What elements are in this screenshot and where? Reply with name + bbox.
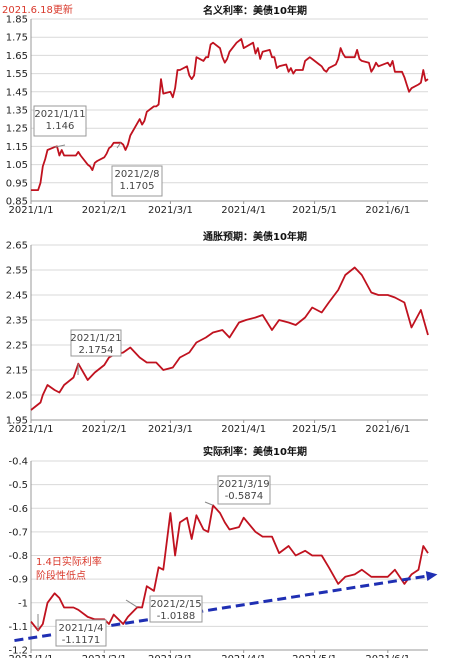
annotation-box [217, 475, 271, 505]
y-tick-label: 2.05 [6, 391, 28, 402]
y-tick-label: -0.6 [8, 504, 28, 515]
y-tick-label: -1.1 [8, 622, 28, 633]
x-tick-label: 2021/1/1 [9, 424, 54, 435]
x-tick-label: 2021/3/1 [148, 424, 193, 435]
annotation-value: 2.1754 [79, 345, 114, 356]
x-tick-label: 2021/3/1 [148, 654, 193, 658]
annotation-leader [204, 501, 214, 506]
x-tick-label: 2021/4/1 [221, 424, 266, 435]
x-tick-label: 2021/2/1 [82, 205, 127, 216]
y-tick-label: -1.2 [8, 646, 28, 657]
annotation-value: 1.146 [46, 121, 75, 132]
x-tick-label: 2021/5/1 [292, 205, 337, 216]
annotation-box [33, 105, 87, 137]
x-tick-label: 2021/6/1 [365, 654, 410, 658]
annotation-value: -0.5874 [225, 491, 264, 502]
nominal-rate-chart: 0.85 0.95 1.05 1.15 1.25 1.35 1.45 1.55 1.65 1.75… [6, 4, 429, 216]
annotation-leader [54, 144, 66, 148]
annotation-date: 2021/1/4 [59, 623, 104, 634]
update-note: 2021.6.18更新 [2, 3, 73, 16]
y-tick-label: -0.8 [8, 551, 28, 562]
annotation-leader [125, 599, 138, 608]
y-tick-label: -0.5 [8, 480, 28, 491]
series-line [30, 504, 429, 632]
series-line [30, 266, 429, 411]
annotation-date: 2021/1/11 [34, 109, 85, 120]
side-note-line: 1.4日实际利率 [36, 555, 102, 568]
annotation-date: 2021/2/8 [115, 169, 160, 180]
chart-title: 实际利率：美债10年期 [203, 445, 307, 458]
y-tick-label: 1.45 [6, 87, 28, 98]
annotation-value: 1.1705 [120, 181, 155, 192]
y-tick-label: -0.7 [8, 527, 28, 538]
y-tick-label: 2.45 [6, 291, 28, 302]
series-line [31, 38, 429, 192]
annotation-box [111, 165, 163, 197]
annotation-value: -1.0188 [157, 611, 196, 622]
y-tick-label: 1.55 [6, 69, 28, 80]
x-tick-label: 2021/2/1 [82, 654, 127, 658]
annotation-value: -1.1171 [62, 635, 101, 646]
y-tick-label: 2.55 [6, 266, 28, 277]
y-tick-label: -0.4 [8, 457, 28, 468]
x-tick-label: 2021/6/1 [365, 424, 410, 435]
y-tick-label: 1.65 [6, 51, 28, 62]
x-tick-label: 2021/2/1 [82, 424, 127, 435]
y-tick-label: 2.25 [6, 341, 28, 352]
y-tick-label: 0.95 [6, 178, 28, 189]
y-tick-label: 1.35 [6, 106, 28, 117]
x-tick-label: 2021/4/1 [221, 654, 266, 658]
x-tick-label: 2021/1/1 [9, 654, 54, 658]
annotation-leader [116, 142, 122, 149]
y-tick-label: 1.85 [6, 15, 28, 26]
y-tick-label: 1.75 [6, 33, 28, 44]
y-tick-label: 2.65 [6, 241, 28, 252]
trend-arrowhead [425, 571, 438, 582]
y-tick-label: 0.85 [6, 197, 28, 208]
x-tick-label: 2021/4/1 [221, 205, 266, 216]
y-tick-label: 1.95 [6, 416, 28, 427]
side-note-line: 阶段性低点 [36, 569, 86, 582]
annotation-box [149, 595, 203, 623]
annotation-date: 2021/1/21 [70, 333, 121, 344]
chart-title: 通胀预期：美债10年期 [203, 230, 307, 243]
annotation-date: 2021/3/19 [218, 479, 269, 490]
x-tick-label: 2021/3/1 [148, 205, 193, 216]
y-tick-label: 2.15 [6, 366, 28, 377]
x-tick-label: 2021/5/1 [292, 424, 337, 435]
inflation-expectation-chart: 1.95 2.05 2.15 2.25 2.35 2.45 2.55 2.65 2021/1/1… [6, 230, 429, 435]
y-tick-label: 2.35 [6, 316, 28, 327]
annotation-box [70, 329, 122, 357]
x-tick-label: 2021/5/1 [292, 654, 337, 658]
y-tick-label: -0.9 [8, 575, 28, 586]
chart-title: 名义利率：美债10年期 [203, 4, 307, 17]
y-tick-label: -1 [18, 598, 28, 609]
x-tick-label: 2021/6/1 [365, 205, 410, 216]
y-tick-label: 1.15 [6, 142, 28, 153]
annotation-date: 2021/2/15 [150, 599, 201, 610]
y-tick-label: 1.05 [6, 160, 28, 171]
real-rate-chart: -1.2 -1.1 -1 -0.9 -0.8 -0.7 -0.6 -0.5 -0.4 2021/1… [8, 445, 438, 658]
annotation-box [55, 619, 107, 647]
y-tick-label: 1.25 [6, 124, 28, 135]
x-tick-label: 2021/1/1 [9, 205, 54, 216]
